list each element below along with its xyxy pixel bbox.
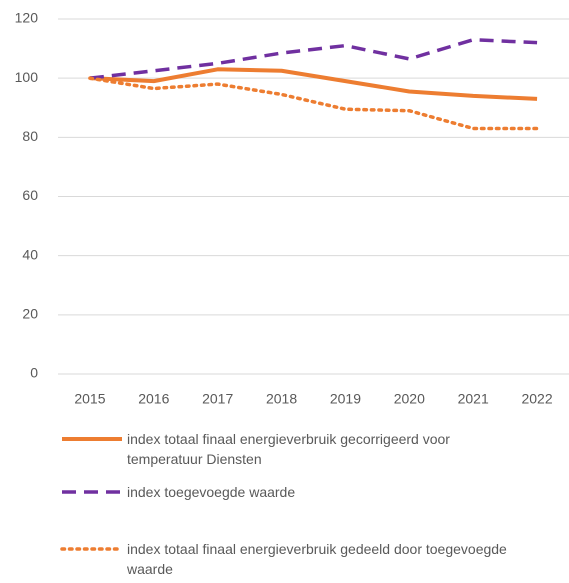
x-tick-label: 2017 <box>202 391 233 407</box>
x-tick-label: 2021 <box>458 391 489 407</box>
series-line <box>89 37 538 80</box>
x-tick-label: 2020 <box>394 391 425 407</box>
series-line <box>88 76 539 131</box>
legend-label: index toegevoegde waarde <box>127 484 296 500</box>
series-line <box>89 67 538 101</box>
legend-label: index totaal finaal energieverbruik geco… <box>127 431 450 467</box>
y-tick-label: 40 <box>22 246 38 262</box>
x-tick-label: 2018 <box>266 391 297 407</box>
x-tick-label: 2016 <box>138 391 169 407</box>
y-tick-label: 100 <box>15 69 39 85</box>
y-tick-label: 20 <box>22 306 38 322</box>
x-tick-label: 2022 <box>521 391 552 407</box>
y-tick-label: 120 <box>15 10 39 26</box>
y-tick-label: 80 <box>22 128 38 144</box>
x-tick-label: 2019 <box>330 391 361 407</box>
legend-label: index totaal finaal energieverbruik gede… <box>127 541 507 577</box>
y-tick-label: 60 <box>22 187 38 203</box>
x-tick-label: 2015 <box>74 391 105 407</box>
y-tick-label: 0 <box>30 365 38 381</box>
